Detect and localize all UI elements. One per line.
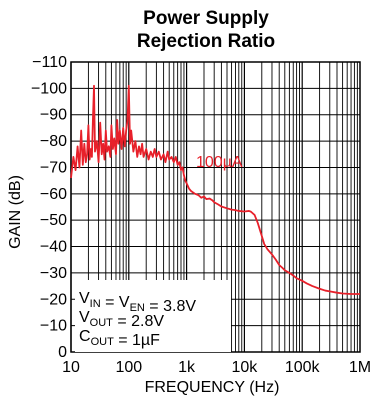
y-tick-label: −10 [40,318,67,335]
x-axis-label: FREQUENCY (Hz) [145,379,280,396]
y-tick-label: −70 [40,159,67,176]
y-tick-label: −110 [32,54,67,71]
x-tick-label: 100k [285,359,321,376]
annotation-box [75,280,231,352]
y-axis-label: GAIN (dB) [7,175,24,249]
y-tick-labels: 0 −10 −20 −30 −40 −50 −60 −70 −80 −90 −100 −110 [31,54,67,361]
x-tick-labels: 10 100 1k 10k 100k 1M [62,359,371,376]
x-tick-label: 100 [115,359,142,376]
y-tick-label: −90 [40,107,67,124]
chart-title-line-1: Power Supply [143,8,269,29]
y-tick-label: −40 [40,239,67,256]
series-layer [70,84,360,295]
y-tick-label: −30 [40,265,67,282]
x-tick-label: 10 [62,359,80,376]
chart-title-line-2: Rejection Ratio [137,31,275,52]
x-tick-label: 1k [178,359,196,376]
annotation-line: VIN = VEN = 3.8V [79,290,196,315]
y-tick-label: −100 [31,80,67,97]
annotation-line: COUT = 1µF [79,328,160,349]
series-label-100ua: 100µA [196,154,243,171]
y-tick-label: 0 [58,344,67,361]
series-line-100ua [70,84,360,295]
y-tick-label: −60 [40,186,67,203]
annotation-line: VOUT = 2.8V [79,309,164,330]
x-tick-label: 1M [349,359,371,376]
x-tick-label: 10k [232,359,259,376]
y-tick-label: −20 [40,291,67,308]
y-tick-label: −50 [40,212,67,229]
y-tick-label: −80 [40,133,67,150]
